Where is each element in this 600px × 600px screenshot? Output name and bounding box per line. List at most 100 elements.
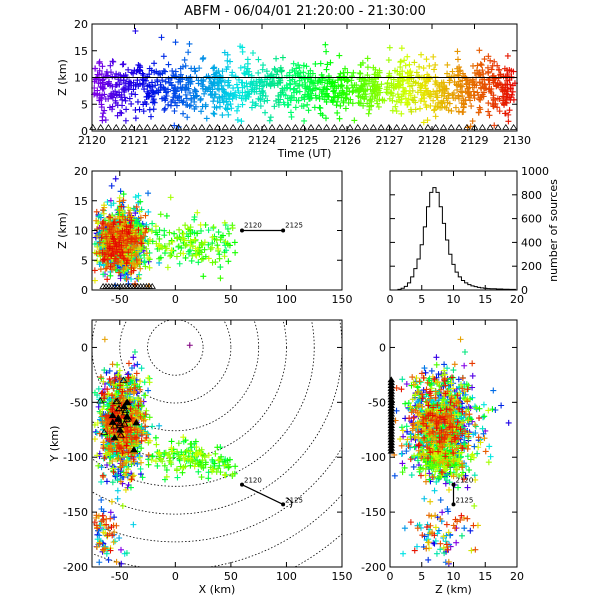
source-point [416, 105, 423, 112]
source-point [99, 512, 106, 519]
source-point [453, 539, 460, 546]
source-point [400, 77, 407, 84]
source-point [386, 70, 393, 77]
source-point [112, 88, 119, 95]
source-point [174, 474, 181, 481]
source-point [205, 475, 212, 482]
source-point [107, 272, 114, 279]
source-point [296, 82, 303, 89]
source-point [318, 79, 325, 86]
source-point [151, 60, 158, 67]
source-point [398, 424, 405, 431]
source-point [227, 58, 234, 65]
source-point [351, 117, 358, 124]
source-point [425, 556, 432, 563]
source-point [211, 64, 218, 71]
source-point [91, 267, 98, 274]
source-point [224, 51, 231, 58]
source-point [485, 53, 492, 60]
source-point [138, 365, 145, 372]
source-point [508, 73, 515, 80]
source-point [334, 109, 341, 116]
source-point [228, 105, 235, 112]
source-point [472, 423, 479, 430]
source-point [149, 220, 156, 227]
source-point [211, 111, 218, 118]
source-point [173, 467, 180, 474]
source-point [110, 539, 117, 546]
range-ring [147, 320, 204, 376]
source-point [504, 52, 511, 59]
source-point [232, 89, 239, 96]
source-point [459, 70, 466, 77]
source-point [187, 89, 194, 96]
source-point [402, 400, 409, 407]
source-point [217, 264, 224, 271]
source-point [131, 349, 138, 356]
source-point [98, 104, 105, 111]
source-point [498, 402, 505, 409]
source-point [110, 58, 117, 65]
source-point [163, 212, 170, 219]
source-point [116, 81, 123, 88]
source-point [375, 103, 382, 110]
source-point [295, 61, 302, 68]
source-point [157, 211, 164, 218]
source-point [411, 59, 418, 66]
source-point [105, 556, 112, 563]
source-point [486, 81, 493, 88]
source-point [336, 115, 343, 122]
source-point [279, 54, 286, 61]
source-point [113, 522, 120, 529]
source-point [200, 78, 207, 85]
source-point [458, 82, 465, 89]
source-point [428, 367, 435, 374]
source-point [125, 66, 132, 73]
source-point [459, 77, 466, 84]
source-point [257, 103, 264, 110]
source-point [441, 361, 448, 368]
source-point [209, 259, 216, 266]
source-point [196, 65, 203, 72]
source-point [296, 88, 303, 95]
source-point [217, 103, 224, 110]
source-point [154, 462, 161, 469]
source-point [322, 115, 329, 122]
source-point [138, 459, 145, 466]
source-point [232, 249, 239, 256]
source-point [420, 119, 427, 126]
source-point [450, 90, 457, 97]
source-point [306, 83, 313, 90]
source-point [454, 86, 461, 93]
source-point [293, 87, 300, 94]
source-point [180, 110, 187, 117]
source-point [136, 106, 143, 113]
source-point [480, 70, 487, 77]
source-point [491, 58, 498, 65]
source-point [227, 101, 234, 108]
source-point [408, 108, 415, 115]
source-point [398, 96, 405, 103]
source-point [148, 457, 155, 464]
source-point [466, 467, 473, 474]
source-point [186, 40, 193, 47]
source-point [91, 436, 98, 443]
source-point [477, 61, 484, 68]
source-point [316, 95, 323, 102]
source-point [239, 79, 246, 86]
source-point [443, 85, 450, 92]
source-point [404, 101, 411, 108]
source-point [162, 78, 169, 85]
source-point [446, 77, 453, 84]
source-point [506, 107, 513, 114]
source-point [243, 80, 250, 87]
source-point [122, 117, 129, 124]
source-point [114, 495, 121, 502]
source-point [337, 102, 344, 109]
source-point [132, 194, 139, 201]
source-point [421, 95, 428, 102]
source-point [195, 468, 202, 475]
source-point [300, 103, 307, 110]
source-point [313, 95, 320, 102]
